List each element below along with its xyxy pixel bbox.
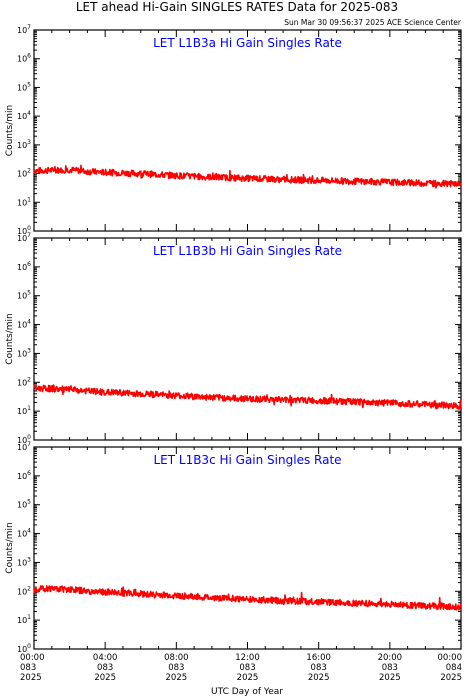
y-tick-label: 101 xyxy=(17,405,31,416)
y-axis-label: Counts/min xyxy=(5,105,15,156)
x-tick-label: 04:00 xyxy=(93,653,118,663)
timestamp: Sun Mar 30 09:56:37 2025 ACE Science Cen… xyxy=(284,18,462,27)
panels-group: 100 101 102 103 104 105 106 107 Counts/min LET L1… xyxy=(5,24,462,683)
y-tick-label: 105 xyxy=(17,81,31,92)
y-tick-label: 106 xyxy=(17,53,31,64)
y-tick-label: 105 xyxy=(17,290,31,301)
y-tick-label: 100 xyxy=(17,434,31,445)
x-tick-labels: 00:00083202504:00083202508:00083202512:0… xyxy=(20,653,462,683)
y-tick-label: 102 xyxy=(17,168,31,179)
x-tick-label: 2025 xyxy=(379,673,401,683)
x-tick-label: 2025 xyxy=(237,673,259,683)
y-tick-label: 106 xyxy=(17,470,31,481)
x-tick-label: 083 xyxy=(168,663,184,673)
x-tick-label: 00:00 xyxy=(438,653,463,663)
plot-frame xyxy=(33,237,462,441)
x-tick-label: 2025 xyxy=(94,673,116,683)
x-tick-label: 083 xyxy=(382,663,398,673)
x-tick-label: 16:00 xyxy=(306,653,331,663)
x-tick-label: 083 xyxy=(20,663,36,673)
x-tick-label: 12:00 xyxy=(235,653,260,663)
y-tick-label: 107 xyxy=(17,24,31,35)
plot-frame xyxy=(33,29,462,232)
x-axis-label: UTC Day of Year xyxy=(211,687,283,697)
x-tick-label: 083 xyxy=(97,663,113,673)
y-axis-label: Counts/min xyxy=(5,313,15,364)
y-tick-label: 107 xyxy=(17,441,31,452)
x-tick-label: 2025 xyxy=(308,673,330,683)
series-line xyxy=(33,164,462,189)
y-tick-label: 100 xyxy=(17,225,31,236)
plot-frame xyxy=(33,446,462,650)
panel-title: LET L1B3a Hi Gain Singles Rate xyxy=(153,36,342,50)
y-tick-label: 104 xyxy=(17,110,31,121)
page-title: LET ahead Hi-Gain SINGLES RATES Data for… xyxy=(76,0,398,14)
y-tick-label: 102 xyxy=(17,585,31,596)
x-tick-label: 08:00 xyxy=(164,653,189,663)
y-tick-label: 103 xyxy=(17,347,31,358)
y-tick-label: 104 xyxy=(17,528,31,539)
x-tick-label: 2025 xyxy=(166,673,188,683)
panel-title: LET L1B3b Hi Gain Singles Rate xyxy=(153,244,342,258)
panel-title: LET L1B3c Hi Gain Singles Rate xyxy=(153,453,341,467)
y-tick-label: 106 xyxy=(17,261,31,272)
y-tick-label: 103 xyxy=(17,139,31,150)
x-tick-label: 084 xyxy=(446,663,462,673)
panel-2: 100 101 102 103 104 105 106 107 Counts/min LET L1… xyxy=(5,232,462,445)
series-line xyxy=(33,585,462,611)
y-tick-label: 101 xyxy=(17,196,31,207)
panel-3: 100 101 102 103 104 105 106 107 Counts/min LET L1… xyxy=(5,441,462,654)
x-tick-label: 083 xyxy=(239,663,255,673)
y-tick-label: 100 xyxy=(17,643,31,654)
x-tick-label: 2025 xyxy=(440,673,462,683)
x-tick-label: 00:00 xyxy=(20,653,45,663)
x-tick-label: 2025 xyxy=(20,673,42,683)
y-tick-label: 102 xyxy=(17,376,31,387)
panel-1: 100 101 102 103 104 105 106 107 Counts/min LET L1… xyxy=(5,24,462,236)
y-tick-label: 103 xyxy=(17,556,31,567)
x-tick-label: 083 xyxy=(311,663,327,673)
series-line xyxy=(33,384,462,410)
y-tick-label: 107 xyxy=(17,232,31,243)
y-tick-label: 105 xyxy=(17,499,31,510)
y-tick-label: 101 xyxy=(17,614,31,625)
y-tick-label: 104 xyxy=(17,319,31,330)
y-axis-label: Counts/min xyxy=(5,522,15,573)
x-tick-label: 20:00 xyxy=(378,653,403,663)
